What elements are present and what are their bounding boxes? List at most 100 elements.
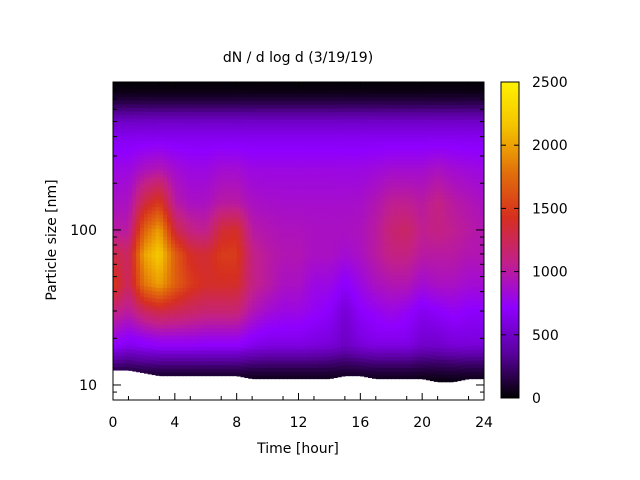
heatmap-cell [174, 210, 180, 215]
heatmap-cell [348, 265, 354, 270]
heatmap-cell [225, 151, 230, 156]
heatmap-cell [310, 111, 315, 116]
heatmap-cell [321, 122, 327, 128]
heatmap-cell [313, 285, 319, 291]
heatmap-cell [132, 96, 137, 101]
heatmap-cell [279, 219, 284, 224]
heatmap-cell [178, 93, 184, 98]
heatmap-cell [344, 283, 350, 289]
heatmap-cell [244, 322, 249, 327]
heatmap-cell [321, 196, 327, 202]
heatmap-cell [221, 228, 226, 234]
heatmap-cell [163, 181, 168, 186]
heatmap-cell [290, 126, 296, 131]
heatmap-cell [236, 118, 242, 124]
heatmap-cell [337, 229, 342, 234]
heatmap-cell [163, 327, 168, 333]
heatmap-cell [263, 293, 269, 298]
heatmap-cell [178, 309, 184, 314]
heatmap-cell [313, 226, 319, 231]
heatmap-cell [267, 356, 273, 361]
heatmap-cell [228, 309, 234, 314]
heatmap-cell [290, 374, 296, 380]
heatmap-cell [348, 181, 354, 186]
heatmap-cell [221, 331, 226, 336]
heatmap-cell [132, 136, 137, 141]
heatmap-cell [209, 148, 215, 153]
heatmap-cell [344, 104, 350, 109]
heatmap-cell [252, 282, 257, 287]
heatmap-cell [143, 183, 149, 189]
heatmap-cell [302, 248, 307, 254]
heatmap-cell [217, 104, 222, 109]
heatmap-cell [321, 230, 327, 235]
heatmap-cell [128, 211, 133, 216]
heatmap-cell [159, 258, 164, 263]
heatmap-cell [170, 115, 176, 120]
heatmap-cell [124, 153, 130, 159]
heatmap-cell [140, 292, 145, 297]
heatmap-cell [321, 130, 327, 135]
heatmap-cell [255, 341, 261, 346]
heatmap-cell [341, 140, 346, 146]
heatmap-cell [209, 239, 215, 245]
heatmap-cell [194, 133, 199, 138]
heatmap-cell [128, 341, 133, 346]
heatmap-cell [255, 326, 261, 331]
heatmap-cell [263, 259, 269, 265]
heatmap-cell [151, 129, 157, 134]
heatmap-cell [279, 208, 284, 213]
heatmap-cell [128, 89, 133, 94]
heatmap-cell [198, 85, 203, 90]
heatmap-cell [279, 137, 284, 142]
heatmap-cell [217, 247, 222, 252]
heatmap-cell [120, 301, 126, 306]
heatmap-cell [232, 287, 238, 292]
heatmap-cell [217, 93, 222, 98]
heatmap-cell [321, 159, 327, 165]
heatmap-cell [221, 173, 226, 179]
heatmap-cell [271, 178, 276, 183]
heatmap-cell [248, 359, 253, 364]
heatmap-cell [136, 320, 141, 326]
heatmap-cell [205, 239, 211, 245]
heatmap-cell [267, 159, 273, 165]
heatmap-cell [259, 271, 265, 276]
heatmap-cell [116, 96, 122, 101]
heatmap-cell [271, 374, 276, 380]
heatmap-cell [217, 272, 222, 278]
heatmap-cell [225, 137, 230, 142]
heatmap-cell [120, 287, 126, 292]
heatmap-cell [147, 362, 153, 368]
heatmap-cell [132, 168, 137, 173]
heatmap-cell [310, 204, 315, 209]
heatmap-cell [244, 373, 249, 379]
heatmap-cell [128, 355, 133, 361]
heatmap-cell [124, 114, 130, 119]
heatmap-cell [124, 344, 130, 349]
heatmap-cell [174, 291, 180, 296]
heatmap-cell [217, 331, 222, 336]
heatmap-cell [337, 325, 342, 330]
heatmap-cell [236, 273, 242, 278]
heatmap-cell [263, 130, 269, 135]
heatmap-cell [174, 258, 180, 263]
heatmap-cell [313, 174, 319, 179]
heatmap-cell [140, 256, 145, 261]
heatmap-cell [225, 302, 230, 307]
heatmap-cell [120, 164, 126, 169]
heatmap-cell [263, 133, 269, 139]
heatmap-cell [213, 250, 218, 256]
heatmap-cell [236, 107, 242, 112]
heatmap-cell [147, 275, 153, 280]
heatmap-cell [271, 289, 276, 294]
heatmap-cell [244, 155, 249, 161]
heatmap-cell [225, 243, 230, 248]
heatmap-cell [217, 144, 222, 149]
heatmap-cell [341, 151, 346, 157]
heatmap-cell [198, 104, 203, 109]
heatmap-cell [167, 82, 172, 87]
heatmap-cell [128, 215, 133, 220]
heatmap-cell [147, 184, 153, 189]
heatmap-cell [232, 89, 238, 94]
